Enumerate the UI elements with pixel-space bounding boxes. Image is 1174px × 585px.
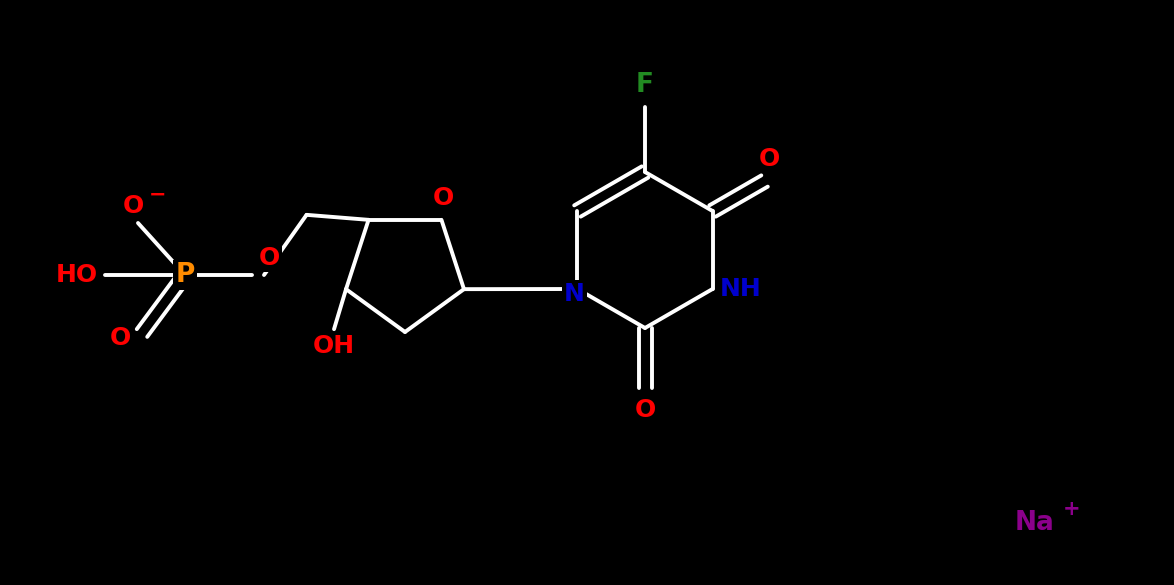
Text: P: P: [175, 262, 195, 288]
Text: O: O: [122, 194, 143, 218]
Text: O: O: [109, 326, 130, 350]
Text: O: O: [758, 147, 781, 171]
Text: HO: HO: [56, 263, 99, 287]
Text: O: O: [258, 246, 279, 270]
Text: +: +: [1064, 499, 1081, 519]
Text: OH: OH: [313, 334, 355, 358]
Text: O: O: [634, 398, 655, 422]
Text: O: O: [433, 186, 454, 210]
Text: −: −: [149, 185, 167, 205]
Text: F: F: [636, 72, 654, 98]
Text: N: N: [564, 282, 585, 306]
Text: Na: Na: [1016, 510, 1055, 536]
Text: NH: NH: [720, 277, 762, 301]
